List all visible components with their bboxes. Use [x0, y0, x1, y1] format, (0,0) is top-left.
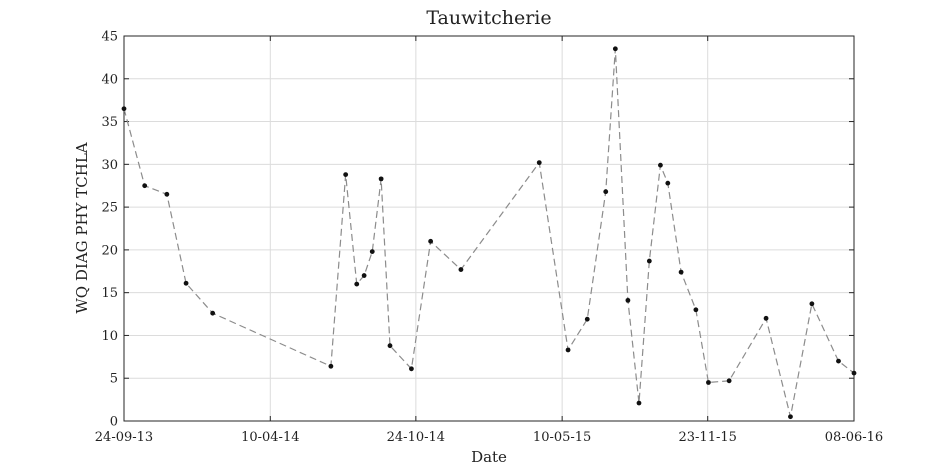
grid	[123, 35, 855, 422]
data-point	[678, 269, 684, 275]
data-point	[763, 315, 769, 321]
x-tick-label: 24-09-13	[95, 430, 153, 445]
x-tick-label: 08-06-16	[825, 430, 883, 445]
y-tick-label: 0	[110, 415, 118, 430]
data-point	[378, 176, 384, 182]
x-axis-label: Date	[471, 448, 507, 466]
x-tick-labels: 24-09-13 10-04-14 24-10-14 10-05-15 23-11-15…	[95, 430, 883, 445]
data-point	[458, 267, 464, 272]
data-point	[409, 366, 414, 372]
y-tick-label: 45	[101, 30, 118, 45]
data-point	[788, 414, 793, 420]
data-point	[836, 358, 841, 364]
y-tick-label: 15	[101, 286, 118, 301]
data-point	[646, 258, 652, 264]
x-tick-label: 10-04-14	[241, 430, 299, 445]
y-tick-label: 40	[101, 72, 118, 87]
data-point	[636, 400, 642, 406]
axis-ticks	[123, 35, 855, 422]
y-tick-label: 20	[101, 243, 118, 258]
data-point	[343, 172, 349, 178]
plot-frame	[123, 35, 855, 422]
data-point	[354, 281, 360, 287]
data-point	[851, 370, 857, 376]
data-point	[658, 162, 663, 168]
data-point	[164, 191, 170, 197]
data-point	[428, 238, 434, 244]
data-point	[665, 180, 671, 186]
x-tick-label: 24-10-14	[387, 430, 445, 445]
data-point	[369, 249, 375, 255]
y-axis-label: WQ DIAG PHY TCHLA	[73, 142, 91, 313]
y-tick-labels: 0 5 10 15 20 25 30 35 40 45	[101, 30, 118, 430]
data-point	[210, 310, 216, 316]
data-point	[584, 316, 590, 322]
y-tick-label: 35	[101, 115, 118, 130]
data-point	[612, 46, 618, 52]
data-point	[183, 280, 189, 286]
data-point	[387, 343, 393, 349]
data-point	[328, 363, 334, 369]
data-point	[603, 189, 609, 195]
data-point	[536, 160, 542, 166]
y-tick-label: 5	[110, 372, 118, 387]
data-point	[625, 297, 631, 303]
data-point	[142, 183, 148, 189]
data-point	[121, 106, 127, 112]
y-tick-label: 10	[101, 329, 118, 344]
data-point	[361, 273, 367, 278]
y-tick-label: 30	[101, 158, 118, 173]
data-point	[809, 301, 815, 307]
chart-title: Tauwitcherie	[426, 7, 551, 29]
data-point	[693, 307, 699, 313]
series-line	[123, 48, 855, 417]
data-points	[121, 46, 857, 420]
data-point	[726, 378, 732, 384]
data-point	[565, 347, 571, 353]
x-tick-label: 10-05-15	[533, 430, 591, 445]
data-point	[706, 380, 711, 385]
y-tick-label: 25	[101, 201, 118, 216]
x-tick-label: 23-11-15	[678, 430, 736, 445]
